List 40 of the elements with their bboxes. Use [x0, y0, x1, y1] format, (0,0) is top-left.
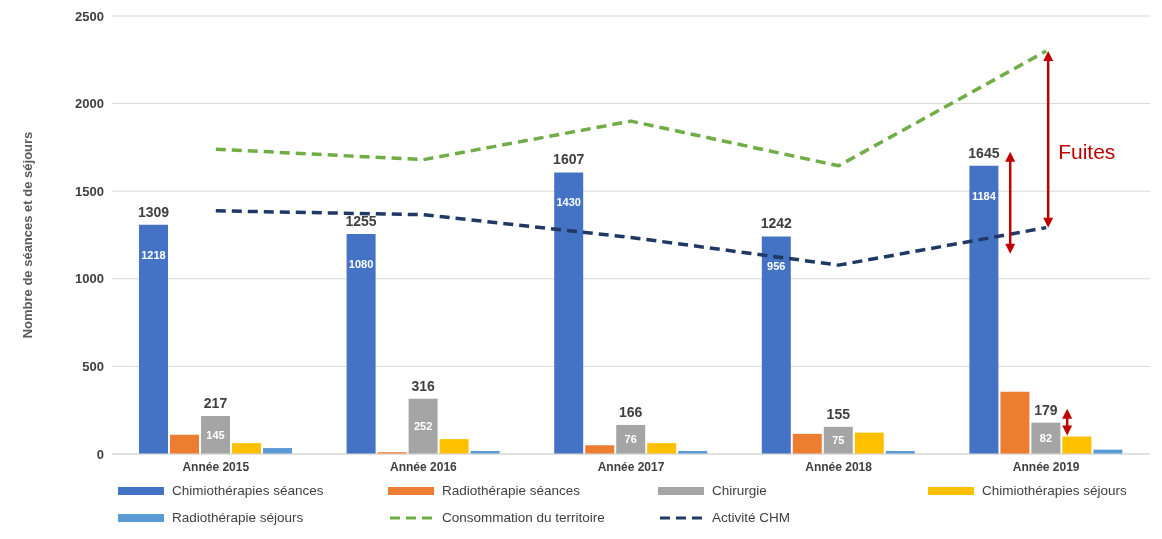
y-tick-label: 2000 — [75, 96, 104, 112]
annotation: 1430 — [556, 196, 581, 209]
annotation: 1080 — [348, 258, 374, 271]
annotation: 76 — [624, 433, 637, 446]
legend-label: Chimiothérapies séances — [172, 483, 324, 498]
data-label: 155 — [826, 405, 851, 422]
y-tick-label: 1500 — [75, 183, 104, 199]
legend-label: Chimiothérapies séjours — [982, 483, 1127, 498]
annotation: 75 — [832, 434, 845, 447]
annotation: 956 — [767, 260, 786, 273]
data-label: 179 — [1034, 401, 1058, 418]
x-tick-label: Année 2017 — [597, 459, 665, 474]
y-axis-title: Nombre de séances et de séjours — [19, 131, 35, 339]
legend-label: Activité CHM — [712, 510, 791, 525]
legend-label: Chirurgie — [712, 483, 767, 498]
annotation: 145 — [206, 428, 225, 441]
data-label: 1607 — [553, 151, 585, 168]
data-label: 1255 — [345, 213, 377, 230]
annotation: 252 — [413, 420, 433, 433]
data-label: 217 — [203, 394, 228, 411]
data-label: 1309 — [137, 203, 170, 220]
x-tick-label: Année 2016 — [390, 459, 458, 474]
legend-label: Radiothérapie séjours — [172, 510, 304, 525]
y-tick-label: 1000 — [75, 271, 104, 287]
annotation: 1218 — [141, 248, 166, 261]
data-label: 166 — [619, 403, 643, 420]
y-tick-label: 2500 — [75, 8, 104, 24]
legend-label: Consommation du territoire — [442, 510, 605, 525]
annotation: 82 — [1039, 432, 1053, 445]
y-tick-label: 0 — [96, 446, 104, 462]
annotation: Fuites — [1058, 140, 1116, 164]
legend-label: Radiothérapie séances — [442, 483, 581, 498]
data-label: 1645 — [968, 144, 1000, 161]
y-tick-label: 500 — [82, 359, 104, 375]
annotation: 1184 — [971, 189, 997, 202]
x-tick-label: Année 2019 — [1012, 459, 1080, 474]
data-label: 1242 — [760, 215, 793, 232]
data-label: 316 — [411, 377, 435, 394]
x-tick-label: Année 2015 — [182, 459, 250, 474]
x-tick-label: Année 2018 — [805, 459, 873, 474]
